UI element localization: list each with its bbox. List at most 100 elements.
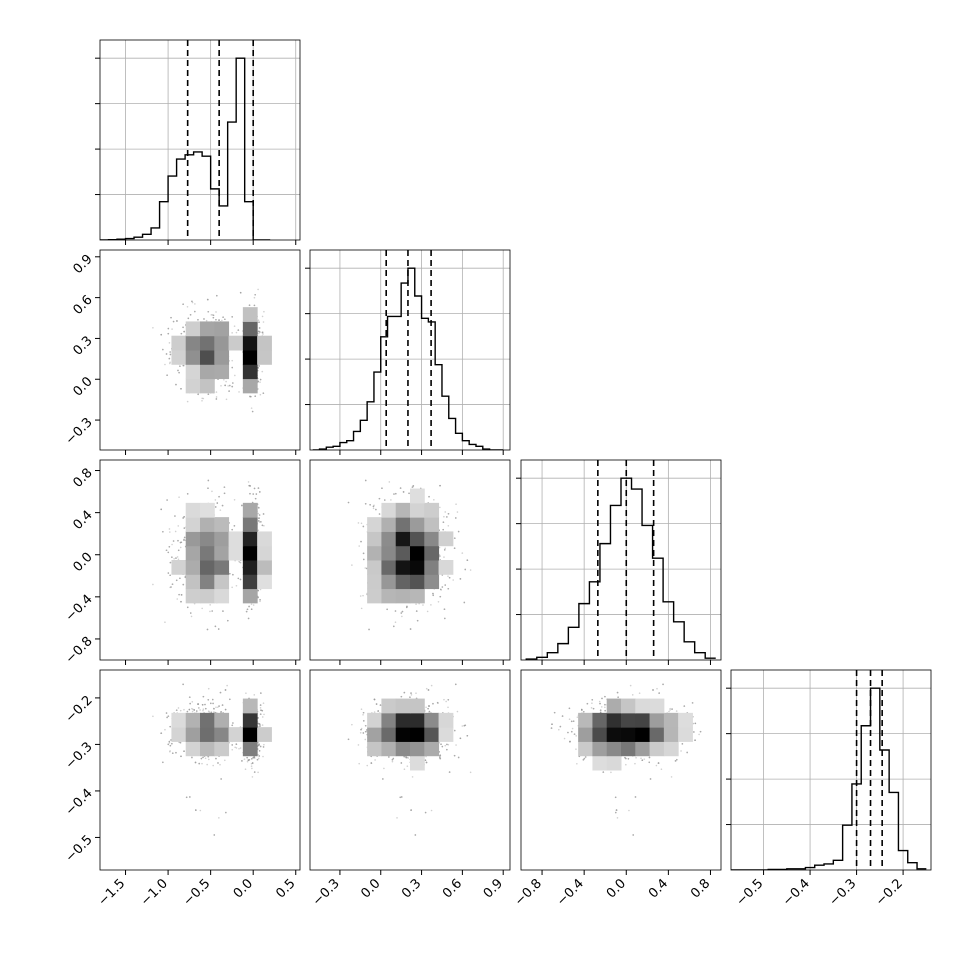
sample-point	[258, 365, 260, 367]
sample-point	[246, 608, 249, 611]
sample-point	[411, 486, 414, 488]
sample-point	[257, 367, 259, 369]
sample-point	[409, 628, 412, 630]
sample-point	[464, 568, 467, 571]
sample-point	[168, 545, 171, 548]
sample-point	[228, 390, 230, 392]
sample-point	[394, 610, 397, 612]
sample-point	[182, 303, 184, 306]
sample-point	[186, 606, 189, 609]
density-cell	[257, 545, 272, 561]
sample-point	[209, 604, 211, 606]
sample-point	[214, 499, 217, 501]
sample-point	[229, 384, 231, 387]
density-cell	[200, 335, 215, 351]
sample-point	[351, 564, 353, 566]
sample-point	[383, 499, 386, 501]
sample-point	[232, 382, 234, 384]
sample-point	[259, 378, 262, 381]
density-cell	[185, 517, 201, 532]
sample-point	[183, 538, 185, 541]
sample-point	[203, 318, 205, 320]
sample-point	[206, 298, 209, 301]
sample-point	[439, 588, 442, 591]
sample-point	[172, 540, 175, 542]
sample-point	[254, 293, 256, 296]
sample-point	[444, 511, 447, 513]
sample-point	[253, 487, 256, 490]
sample-point	[183, 527, 186, 529]
sample-point	[231, 385, 234, 388]
sample-point	[259, 381, 261, 383]
sample-point	[223, 486, 226, 488]
sample-point	[186, 400, 189, 403]
sample-point	[233, 325, 236, 327]
sample-point	[262, 513, 265, 515]
sample-point	[168, 342, 171, 344]
sample-point	[394, 621, 397, 623]
sample-point	[201, 400, 203, 402]
sample-point	[261, 524, 264, 527]
sample-point	[168, 545, 171, 548]
sample-point	[441, 586, 444, 588]
sample-point	[401, 610, 404, 613]
sample-point	[172, 320, 175, 323]
sample-point	[388, 481, 391, 483]
sample-point	[178, 593, 180, 596]
sample-point	[186, 493, 189, 495]
sample-point	[194, 303, 196, 305]
density-cell	[214, 531, 230, 547]
sample-point	[393, 493, 395, 495]
sample-point	[255, 493, 258, 495]
sample-point	[169, 362, 171, 365]
sample-point	[250, 407, 253, 409]
sample-point	[257, 380, 260, 383]
sample-point	[223, 486, 226, 488]
sample-point	[360, 522, 363, 525]
sample-point	[218, 319, 220, 321]
sample-point	[261, 331, 264, 334]
sample-point	[183, 539, 185, 541]
sample-point	[231, 385, 234, 388]
sample-point	[177, 549, 180, 552]
sample-point	[257, 512, 260, 515]
sample-point	[262, 333, 264, 335]
density-cell	[242, 307, 258, 322]
sample-point	[248, 605, 250, 608]
sample-point	[258, 327, 261, 329]
density-cell	[242, 560, 258, 575]
sample-point	[260, 521, 262, 523]
sample-point	[253, 304, 256, 307]
sample-point	[452, 579, 454, 581]
sample-point	[168, 357, 171, 360]
sample-point	[172, 320, 175, 323]
sample-point	[259, 491, 261, 493]
sample-point	[172, 540, 175, 542]
sample-point	[167, 551, 170, 554]
sample-point	[165, 549, 168, 552]
sample-point	[171, 543, 173, 546]
sample-point	[248, 484, 251, 487]
sample-point	[207, 310, 210, 313]
sample-point	[245, 610, 248, 613]
sample-point	[183, 527, 186, 529]
sample-point	[258, 330, 260, 333]
sample-point	[214, 506, 217, 508]
sample-point	[183, 539, 185, 541]
sample-point	[218, 319, 220, 321]
sample-point	[362, 525, 365, 528]
density-cell	[214, 517, 230, 532]
sample-point	[239, 561, 241, 563]
sample-point	[229, 384, 231, 387]
sample-point	[428, 495, 430, 498]
sample-point	[207, 479, 210, 482]
sample-point	[416, 619, 419, 622]
sample-point	[257, 589, 259, 592]
density-cell	[214, 335, 230, 351]
sample-point	[249, 485, 251, 487]
sample-point	[215, 396, 218, 398]
sample-point	[191, 301, 194, 304]
sample-point	[165, 549, 168, 552]
sample-point	[222, 316, 224, 318]
sample-point	[207, 487, 209, 490]
